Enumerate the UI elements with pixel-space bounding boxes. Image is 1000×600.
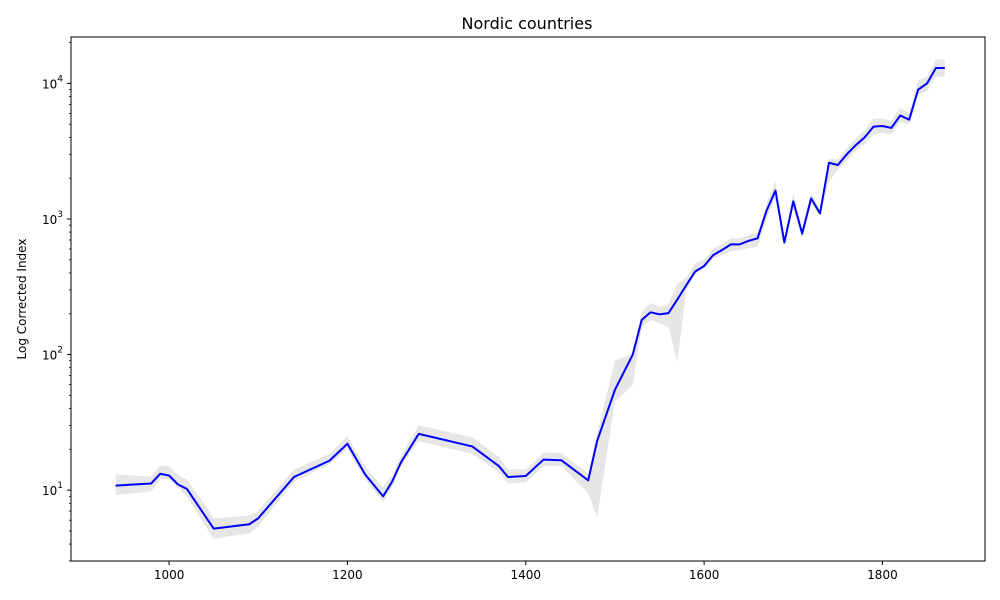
y-tick-label: 101	[42, 481, 63, 498]
confidence-band-layer	[115, 59, 945, 539]
data-point	[248, 523, 250, 525]
data-point	[890, 127, 892, 129]
data-point	[783, 242, 785, 244]
data-point	[150, 482, 152, 484]
data-point	[400, 461, 402, 463]
data-point	[739, 243, 741, 245]
data-point	[159, 473, 161, 475]
data-point	[382, 495, 384, 497]
data-point	[364, 474, 366, 476]
data-point	[650, 311, 652, 313]
data-point	[748, 240, 750, 242]
data-point	[498, 465, 500, 467]
data-point	[899, 114, 901, 116]
y-tick-label: 102	[42, 346, 63, 363]
y-tick-label: 103	[42, 210, 63, 227]
y-axis-ticks: 101 102 103 104	[42, 42, 71, 562]
data-point	[560, 459, 562, 461]
data-point	[525, 475, 527, 477]
x-tick-label: 1200	[332, 568, 363, 582]
data-point	[257, 517, 259, 519]
data-point	[471, 445, 473, 447]
data-point	[810, 197, 812, 199]
x-axis-ticks: 1000 1200 1400 1600 1800	[154, 561, 898, 582]
data-point	[864, 136, 866, 138]
chart-title: Nordic countries	[462, 14, 593, 33]
data-point	[766, 210, 768, 212]
data-point	[115, 485, 117, 487]
data-point	[935, 67, 937, 69]
data-point	[819, 212, 821, 214]
plot-frame	[70, 36, 986, 562]
data-point	[837, 164, 839, 166]
data-point	[186, 488, 188, 490]
data-point	[659, 313, 661, 315]
data-point	[703, 265, 705, 267]
data-point	[828, 162, 830, 164]
data-point	[712, 254, 714, 256]
y-tick-label: 104	[42, 74, 63, 91]
data-point	[801, 233, 803, 235]
data-point	[587, 479, 589, 481]
data-point	[676, 298, 678, 300]
data-point	[730, 243, 732, 245]
data-point	[757, 237, 759, 239]
data-point	[917, 89, 919, 91]
data-point	[721, 249, 723, 251]
data-point	[204, 514, 206, 516]
data-point	[944, 67, 946, 69]
y-axis-label: Log Corrected Index	[15, 239, 29, 360]
data-point	[213, 528, 215, 530]
data-point	[926, 82, 928, 84]
data-point	[792, 200, 794, 202]
data-point	[293, 476, 295, 478]
x-tick-label: 1600	[689, 568, 720, 582]
x-tick-label: 1000	[154, 568, 185, 582]
x-tick-label: 1400	[510, 568, 541, 582]
data-point	[667, 312, 669, 314]
data-point	[418, 433, 420, 435]
series-line	[115, 66, 945, 530]
data-point	[908, 119, 910, 121]
data-point	[846, 153, 848, 155]
data-point	[177, 484, 179, 486]
data-point	[873, 126, 875, 128]
data-point	[329, 460, 331, 462]
x-tick-label: 1800	[867, 568, 898, 582]
data-point	[391, 481, 393, 483]
data-point	[614, 389, 616, 391]
data-point	[685, 284, 687, 286]
data-point	[641, 319, 643, 321]
data-point	[507, 476, 509, 478]
data-point	[855, 144, 857, 146]
series-line-layer	[115, 66, 946, 530]
confidence-band	[115, 59, 945, 539]
data-point	[346, 443, 348, 445]
data-point	[632, 354, 634, 356]
data-point	[881, 125, 883, 127]
data-point	[596, 440, 598, 442]
data-point	[774, 190, 776, 192]
data-point	[543, 459, 545, 461]
data-point	[694, 270, 696, 272]
data-point	[168, 475, 170, 477]
